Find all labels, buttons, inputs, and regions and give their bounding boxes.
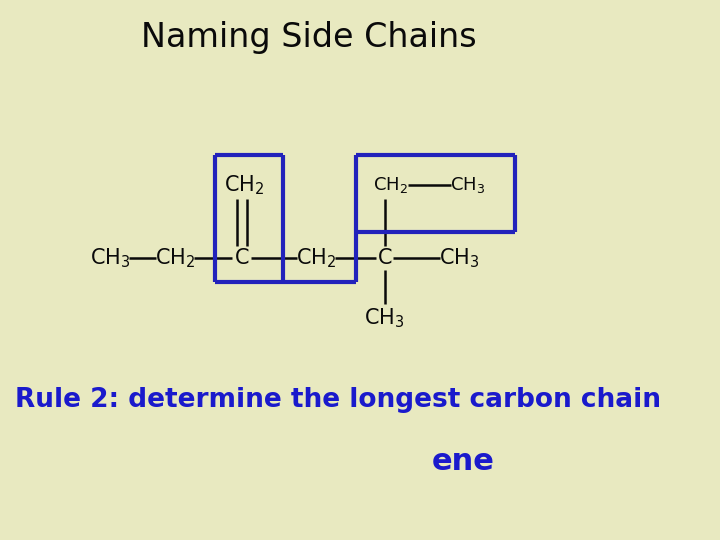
Text: Naming Side Chains: Naming Side Chains xyxy=(141,22,477,55)
Text: $\mathregular{C}$: $\mathregular{C}$ xyxy=(377,248,392,268)
Text: $\mathregular{CH_2}$: $\mathregular{CH_2}$ xyxy=(296,246,336,270)
Text: $\mathregular{CH_2}$: $\mathregular{CH_2}$ xyxy=(155,246,195,270)
Text: $\mathregular{CH_3}$: $\mathregular{CH_3}$ xyxy=(450,175,485,195)
Text: $\mathregular{CH_3}$: $\mathregular{CH_3}$ xyxy=(89,246,130,270)
Text: $\mathregular{CH_3}$: $\mathregular{CH_3}$ xyxy=(364,306,405,330)
Text: $\mathregular{C}$: $\mathregular{C}$ xyxy=(235,248,250,268)
Text: $\mathregular{CH_2}$: $\mathregular{CH_2}$ xyxy=(373,175,408,195)
Text: $\mathregular{CH_2}$: $\mathregular{CH_2}$ xyxy=(224,173,264,197)
Text: ene: ene xyxy=(432,448,495,476)
Text: $\mathregular{CH_3}$: $\mathregular{CH_3}$ xyxy=(439,246,480,270)
Text: Rule 2: determine the longest carbon chain: Rule 2: determine the longest carbon cha… xyxy=(15,387,662,413)
